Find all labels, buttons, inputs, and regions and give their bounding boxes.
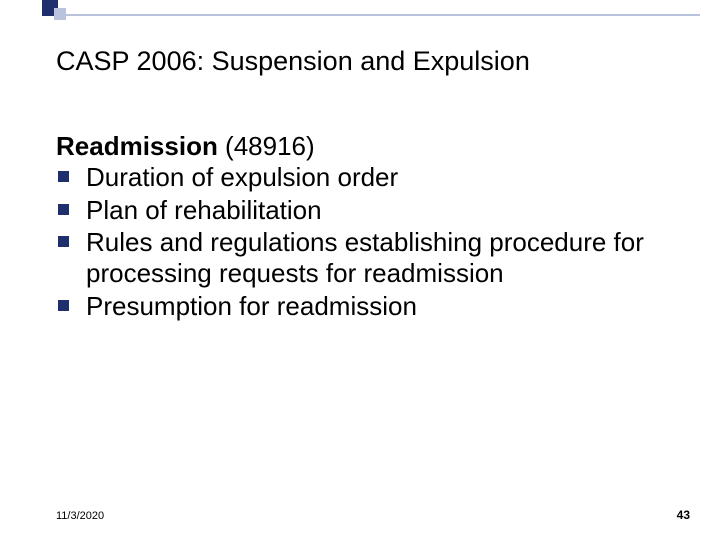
list-item: Rules and regulations establishing proce… xyxy=(56,227,664,288)
bullet-list: Duration of expulsion order Plan of reha… xyxy=(56,162,664,321)
slide-content: CASP 2006: Suspension and Expulsion Read… xyxy=(0,0,720,540)
list-item-text: Duration of expulsion order xyxy=(86,162,398,192)
list-item: Duration of expulsion order xyxy=(56,162,664,193)
list-item-text: Plan of rehabilitation xyxy=(86,195,322,225)
footer-date: 11/3/2020 xyxy=(56,510,104,522)
list-item: Presumption for readmission xyxy=(56,291,664,322)
bullet-square-icon xyxy=(58,204,69,215)
list-item-text: Presumption for readmission xyxy=(86,291,417,321)
section-heading-bold: Readmission xyxy=(56,131,218,161)
section-heading: Readmission (48916) xyxy=(56,131,664,162)
list-item-text: Rules and regulations establishing proce… xyxy=(86,227,644,288)
slide-footer: 11/3/2020 43 xyxy=(56,508,690,522)
bullet-square-icon xyxy=(58,236,69,247)
slide-title: CASP 2006: Suspension and Expulsion xyxy=(56,46,664,77)
footer-page-number: 43 xyxy=(677,508,690,522)
bullet-square-icon xyxy=(58,300,69,311)
list-item: Plan of rehabilitation xyxy=(56,195,664,226)
section-heading-rest: (48916) xyxy=(218,131,315,161)
bullet-square-icon xyxy=(58,171,69,182)
